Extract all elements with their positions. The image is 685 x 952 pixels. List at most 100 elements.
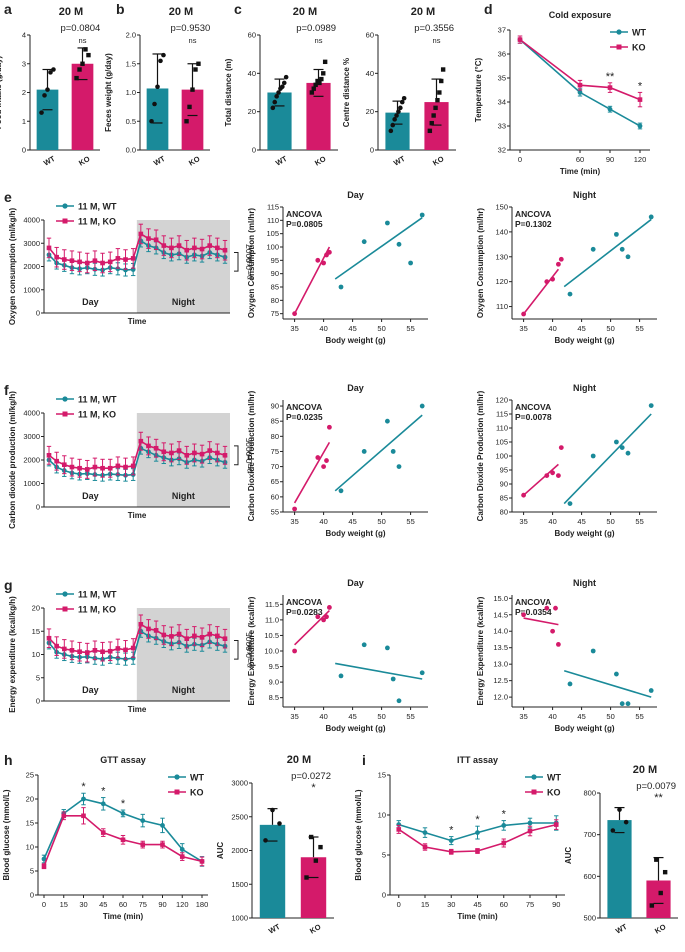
data-point — [130, 645, 136, 651]
data-point — [544, 279, 550, 285]
data-point — [550, 628, 555, 634]
p-value: p=0.0804 — [60, 23, 100, 34]
data-point — [567, 291, 573, 297]
y-axis-label: Centre distance % — [342, 58, 351, 127]
data-point — [577, 82, 583, 88]
data-point — [196, 61, 201, 66]
series-wt — [334, 212, 425, 290]
y-tick-label: 65 — [271, 477, 279, 486]
y-axis-label: Oxygen consumption (ml/kg/h) — [8, 207, 17, 325]
x-tick-label: 50 — [377, 712, 385, 721]
data-point — [100, 830, 106, 835]
data-point — [321, 260, 326, 266]
y-tick-label: 33 — [498, 122, 506, 131]
data-point — [46, 245, 52, 251]
data-point — [649, 903, 655, 908]
y-tick-label: 20 — [32, 604, 40, 613]
y-axis-label: Carbon Dioxide Production (ml/hr) — [476, 390, 485, 521]
chart-title: GTT assay — [100, 755, 146, 765]
data-point — [567, 501, 573, 506]
ancova-label: ANCOVA — [515, 402, 551, 412]
x-tick-label: 40 — [319, 517, 327, 526]
x-tick-label: 55 — [406, 324, 414, 333]
y-tick-label: 20 — [248, 107, 256, 116]
p-value: p=0.0079 — [636, 781, 676, 792]
data-point — [277, 821, 282, 826]
x-tick-label: 50 — [606, 324, 614, 333]
data-point — [385, 645, 390, 651]
regression-line — [334, 414, 423, 492]
y-axis-label: Carbon dioxide production (ml/kg/h) — [8, 391, 17, 529]
legend-label: WT — [547, 773, 561, 783]
data-point — [311, 86, 316, 91]
data-point — [422, 844, 428, 850]
legend-label: 11 M, WT — [78, 395, 117, 405]
night-label: Night — [172, 685, 195, 695]
legend-marker — [62, 203, 68, 209]
significance: ns — [433, 36, 441, 45]
data-point — [553, 822, 559, 827]
y-tick-label: 0 — [30, 891, 34, 900]
bar-ko — [181, 89, 204, 150]
data-point — [619, 445, 625, 450]
data-point — [577, 90, 583, 95]
x-tick-label: 90 — [606, 155, 614, 164]
x-tick-label: 40 — [319, 712, 327, 721]
series-11-m-ko — [46, 614, 228, 663]
x-tick-label: 60 — [500, 900, 508, 909]
y-tick-label: 10 — [378, 811, 386, 820]
y-tick-label: 100 — [495, 452, 508, 461]
data-point — [324, 458, 329, 463]
data-point — [274, 94, 279, 99]
x-axis-label: Body weight (g) — [326, 336, 386, 345]
data-point — [158, 58, 163, 64]
x-tick-label: 45 — [473, 900, 481, 909]
data-point — [385, 418, 390, 424]
data-point — [435, 97, 440, 103]
chart-title: Day — [347, 578, 364, 588]
y-tick-label: 1000 — [23, 285, 40, 294]
x-tick-label: 180 — [196, 900, 209, 909]
y-tick-label: 10.5 — [264, 631, 279, 640]
series-ko — [41, 807, 205, 870]
data-point — [521, 612, 526, 618]
data-point — [283, 74, 289, 80]
legend-marker — [62, 606, 68, 612]
x-tick-label: 55 — [635, 324, 643, 333]
y-tick-label: 20 — [366, 107, 374, 116]
x-tick-label: KO — [653, 922, 667, 936]
p-value: p=0.9530 — [170, 23, 210, 34]
data-point — [46, 453, 52, 458]
data-point — [187, 104, 192, 110]
y-tick-label: 0 — [382, 891, 386, 900]
y-tick-label: 700 — [583, 830, 596, 839]
x-tick-label: 60 — [119, 900, 127, 909]
y-tick-label: 11.0 — [265, 615, 279, 624]
y-tick-label: 0 — [252, 146, 256, 155]
y-tick-label: 500 — [583, 914, 596, 923]
panel-e2: 75 80 85 90 95 100 105 110 115 Oxygen Consumption… — [247, 190, 428, 345]
y-tick-label: 150 — [495, 203, 508, 212]
panel-letter-d: d — [484, 1, 493, 17]
data-point — [427, 128, 433, 134]
y-axis-label: Oxygen Consumption (ml/hr) — [476, 208, 485, 319]
y-tick-label: 0 — [36, 309, 40, 318]
x-tick-label: 35 — [519, 517, 527, 526]
p-value: p=0.3556 — [414, 23, 454, 34]
y-tick-label: 15.0 — [493, 594, 508, 603]
y-axis-label: Energy Expenditure (kcal/hr) — [476, 596, 485, 705]
data-point — [448, 838, 454, 843]
y-tick-label: 90 — [271, 402, 279, 411]
x-tick-label: 0 — [42, 900, 46, 909]
y-tick-label: 4 — [22, 31, 26, 40]
data-point — [308, 834, 314, 840]
y-tick-label: 1.5 — [126, 59, 136, 68]
data-point — [100, 649, 105, 655]
series-ko — [292, 605, 332, 654]
significance: ns — [79, 36, 87, 45]
regression-line — [294, 609, 330, 646]
x-tick-label: 35 — [290, 324, 298, 333]
data-point — [321, 71, 326, 76]
y-tick-label: 1000 — [23, 479, 40, 488]
ancova-label: ANCOVA — [286, 402, 322, 412]
